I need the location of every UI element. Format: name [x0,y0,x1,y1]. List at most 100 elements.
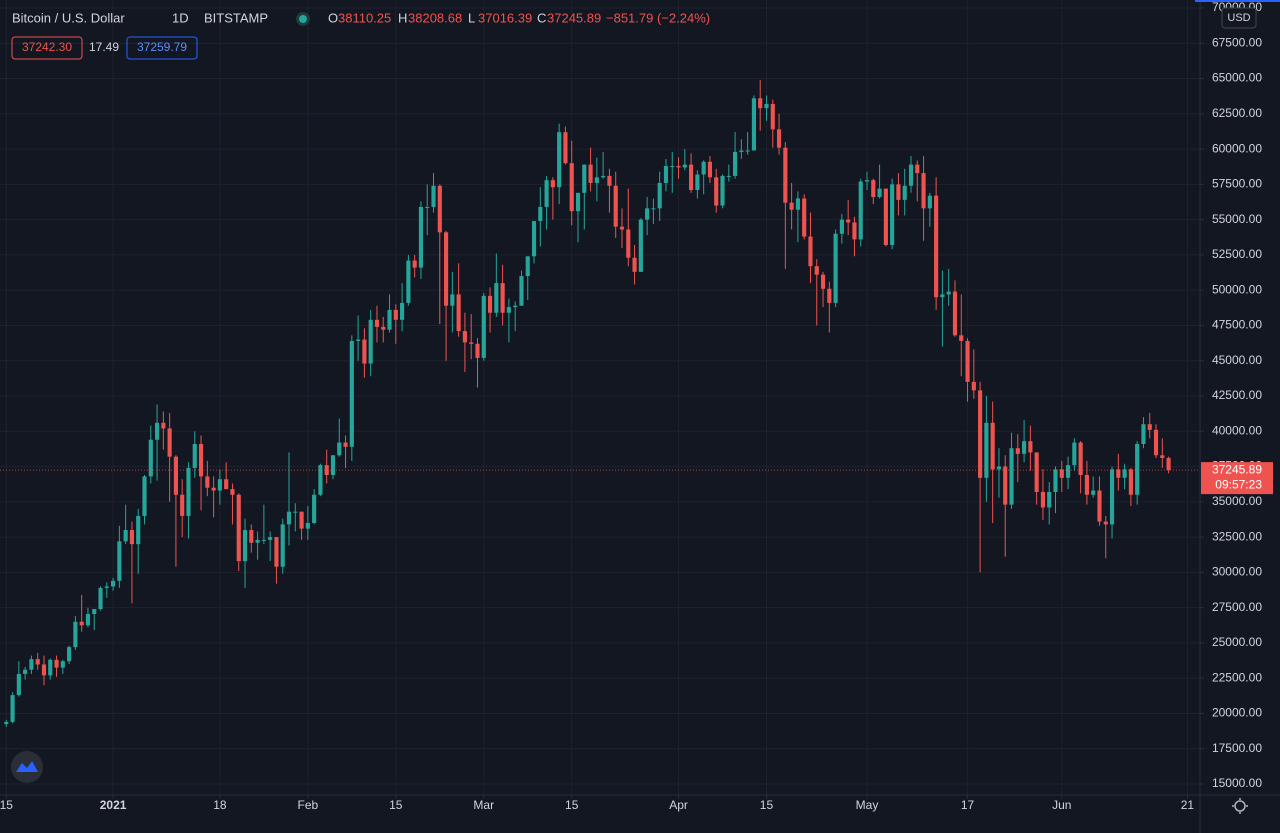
interval: 1D [172,10,189,25]
candle-body [795,198,800,210]
candle-body [871,180,876,198]
x-tick-label: Apr [669,798,688,812]
candle-body [632,257,637,272]
y-tick-label: 67500.00 [1212,35,1262,49]
ask[interactable]: 37259.79 [137,40,187,54]
candle-body [557,132,562,188]
candle-body [745,150,750,152]
legend-key: L [468,10,475,25]
candle-body [890,184,895,246]
x-tick-label: May [856,798,879,812]
candle-body [79,621,84,626]
logo[interactable] [11,751,43,783]
axes: 15000.00 17500.00 20000.00 22500.00 25000.00… [0,0,1273,812]
bid[interactable]: 37242.30 [22,40,72,54]
candle-body [1153,429,1159,456]
candle-body [783,147,788,203]
candle-body [406,260,411,303]
candle-body [400,302,405,320]
candle-body [167,428,172,457]
ask-box[interactable] [126,36,198,60]
candle-body [525,256,530,277]
y-tick-label: 55000.00 [1212,212,1262,226]
bid-box[interactable] [11,36,83,60]
candle-body [582,164,587,193]
currency-box[interactable] [1221,7,1257,29]
candle-body [946,291,951,295]
candle-body [249,530,254,543]
candle-body [98,587,103,610]
candle-body [242,530,248,562]
candle-body [1084,475,1089,495]
candle-body [1022,441,1027,454]
candle-body [663,166,669,183]
candle-body [689,164,694,191]
status-dot [299,15,307,23]
candle-body [192,443,197,468]
candle-body [776,129,782,148]
candle-body [1097,490,1102,522]
candle-body [1147,424,1152,430]
legend-value: 38110.25 [338,10,391,25]
settings-gear[interactable] [1234,800,1246,812]
candle-body [638,219,643,272]
candle-body [337,442,342,456]
candle-body [701,161,706,175]
candle-body [1091,490,1096,495]
candle-body [626,229,631,258]
candle-body [839,219,844,234]
candle-body [676,166,681,168]
candle-body [73,621,78,648]
candle-body [1072,442,1077,466]
x-tick-label: 2021 [100,798,127,812]
x-tick-label: 17 [961,798,975,812]
y-tick-label: 50000.00 [1212,282,1262,296]
candle-body [85,613,91,626]
candle-body [563,132,568,164]
y-tick-label: 25000.00 [1212,635,1262,649]
y-tick-label: 32500.00 [1212,529,1262,543]
y-tick-label: 65000.00 [1212,71,1262,85]
candle-body [180,494,185,516]
candle-body [142,476,147,516]
x-tick-label: Mar [473,798,494,812]
candle-body [877,188,882,198]
y-tick-label: 57500.00 [1212,177,1262,191]
y-tick-label: 52500.00 [1212,247,1262,261]
candle-body [952,291,958,336]
candle-body [412,260,417,268]
candle-body [1009,448,1014,505]
x-tick-label: 18 [213,798,227,812]
candle-body [104,586,109,588]
candle-body [324,465,329,476]
candle-body [60,661,65,668]
candle-body [1003,466,1008,505]
candle-body [318,465,323,495]
candle-body [92,609,97,614]
spread: 17.49 [89,40,119,54]
candle-body [16,673,21,696]
candle-body [613,185,618,227]
legend-key: O [328,10,338,25]
currency[interactable]: USD [1227,12,1250,24]
candle-body [368,319,373,364]
y-tick-label: 22500.00 [1212,670,1262,684]
candle-body [965,340,970,382]
candle-body [299,511,304,529]
y-tick-label: 35000.00 [1212,494,1262,508]
candle-body [864,180,870,182]
candle-body [619,226,625,230]
candle-body [274,537,279,567]
candle-body [280,524,285,567]
candle-body [41,664,47,676]
candle-body [154,422,160,440]
candle-body [1015,448,1020,454]
candle-body [330,455,336,476]
candle-body [148,439,153,477]
candle-body [224,479,229,490]
candle-body [575,192,581,212]
y-tick-label: 30000.00 [1212,565,1262,579]
candle-body [111,580,116,587]
legend-key: H [398,10,407,25]
